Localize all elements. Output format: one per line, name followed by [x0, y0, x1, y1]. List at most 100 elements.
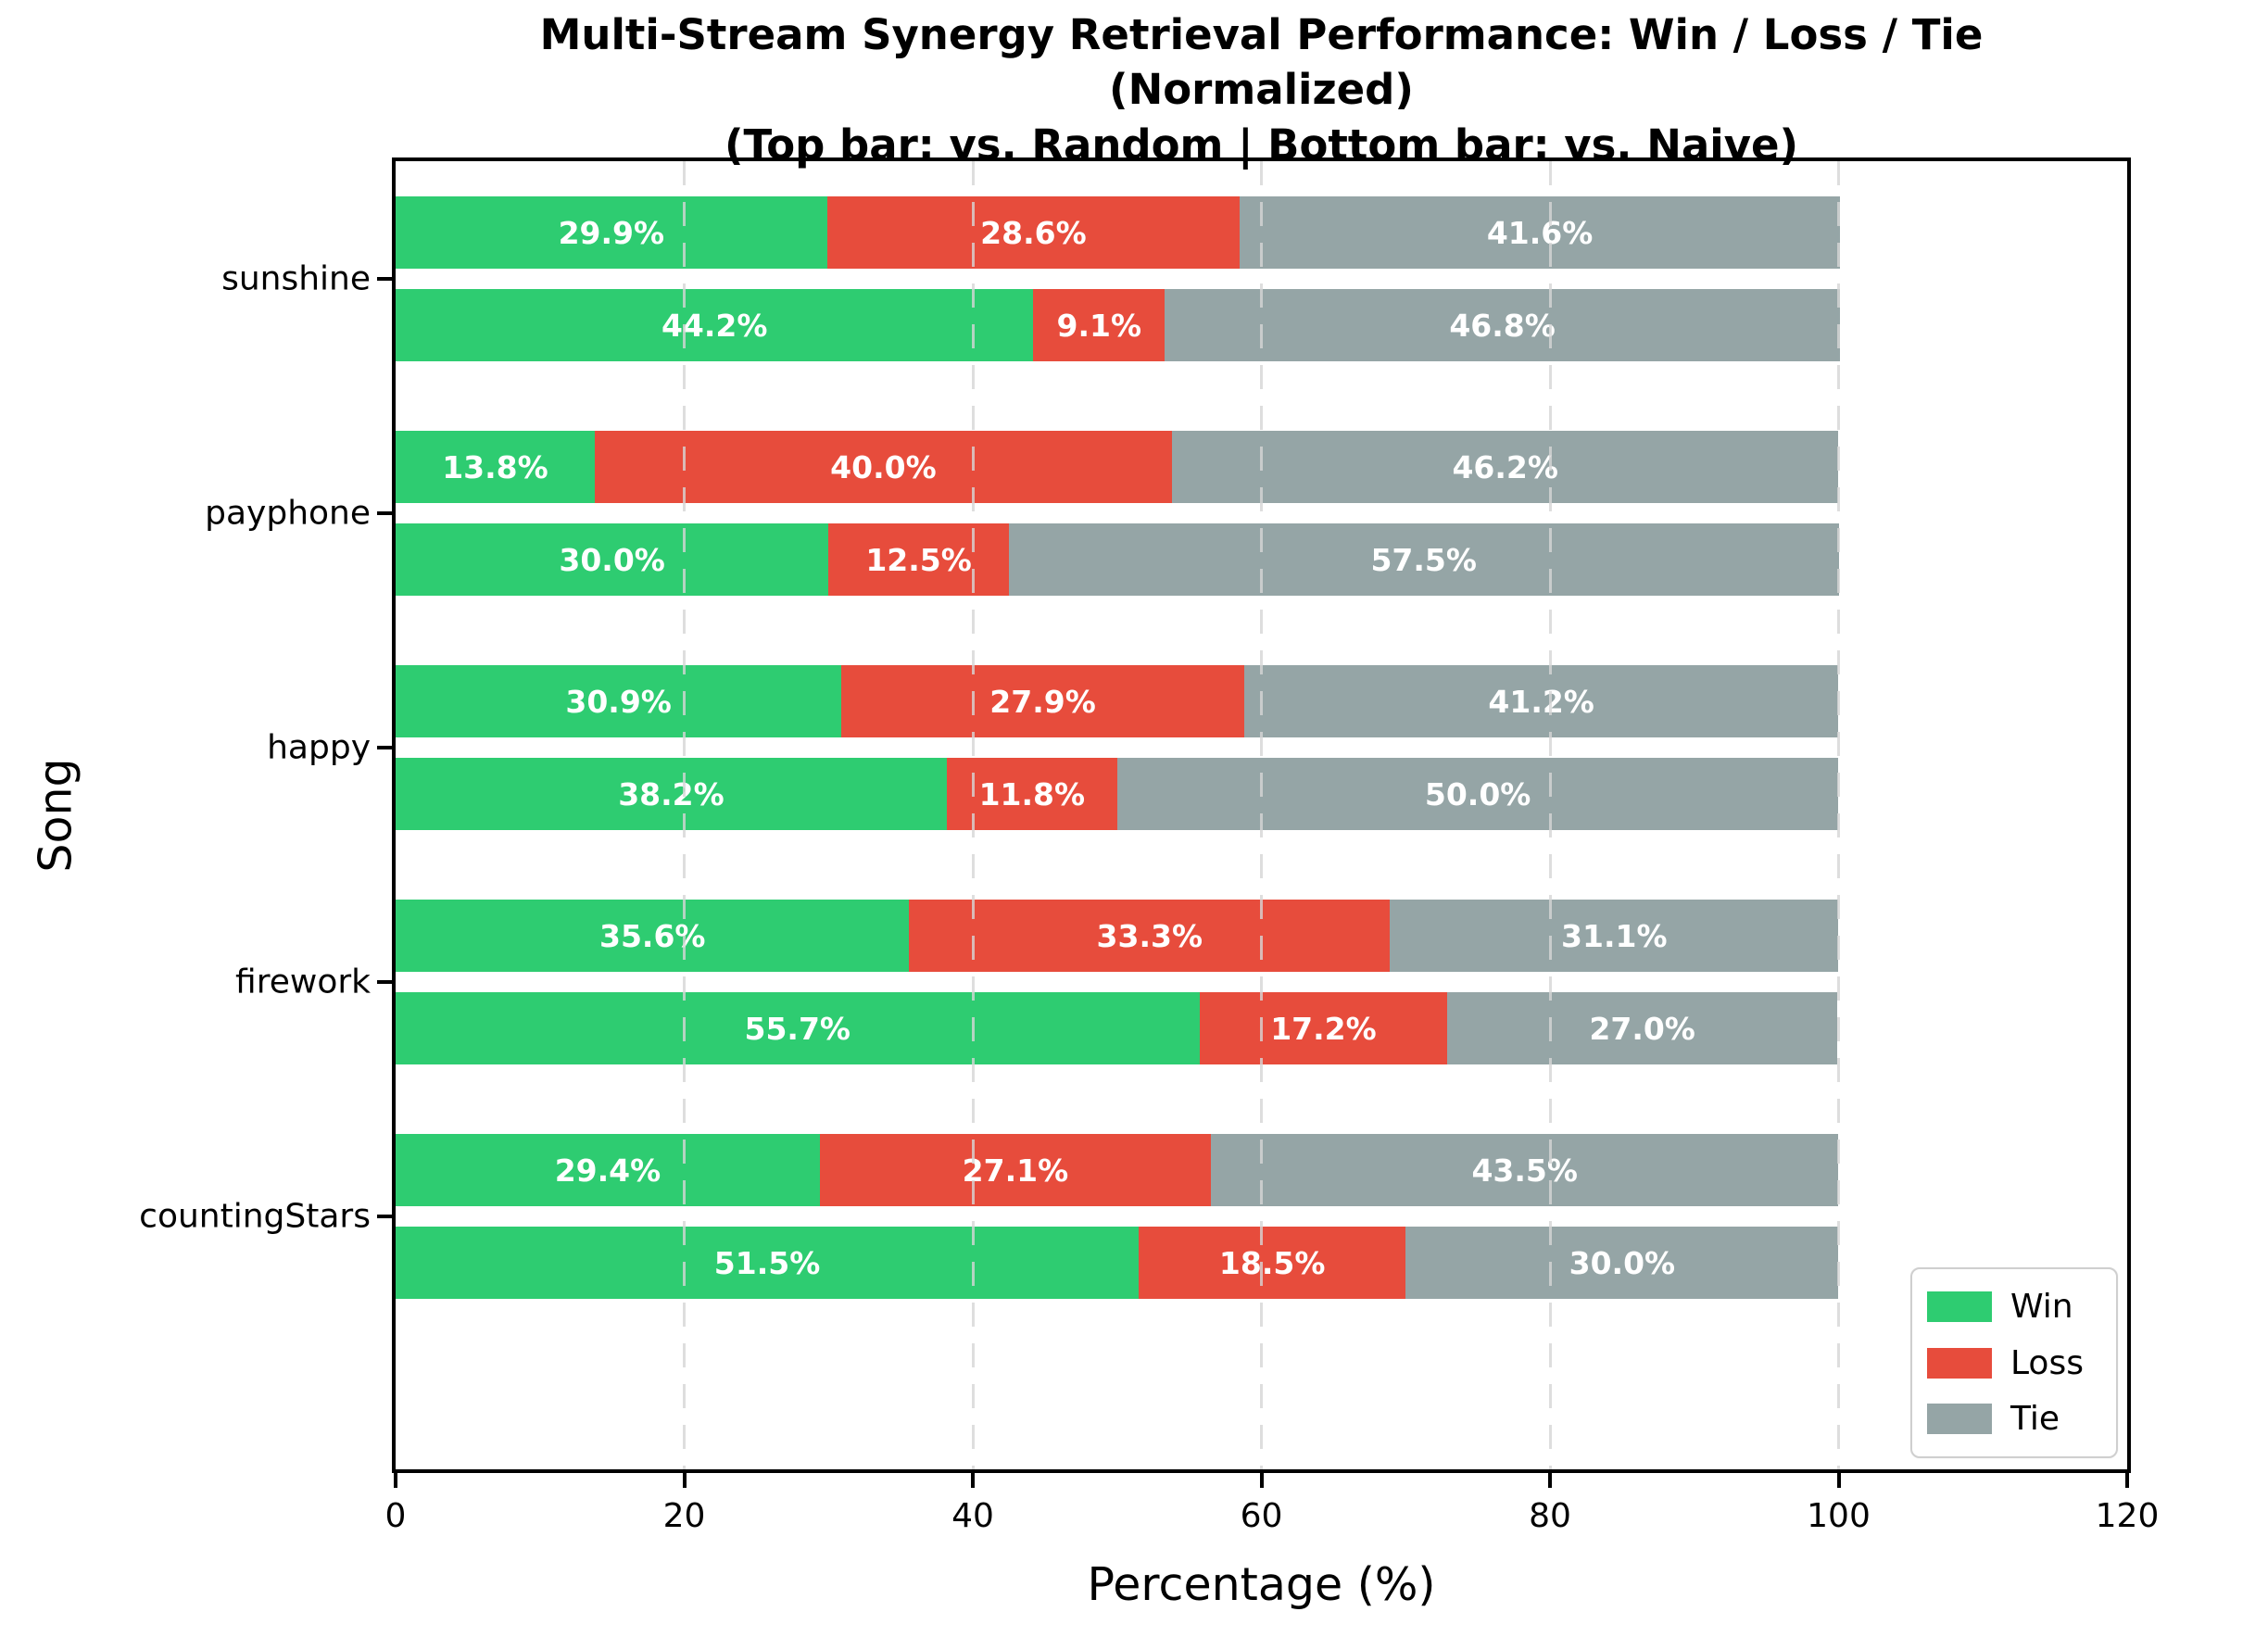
bar-segment-win: 51.5%	[396, 1227, 1140, 1299]
bar-segment-label: 11.8%	[978, 775, 1086, 812]
legend-row-loss: Loss	[1912, 1344, 2116, 1382]
bar-segment-win: 55.7%	[396, 992, 1200, 1064]
bar-segment-label: 28.6%	[980, 214, 1087, 251]
bar-segment-win: 30.9%	[396, 665, 842, 737]
category-label-payphone: payphone	[205, 494, 371, 533]
bar-segment-label: 41.6%	[1486, 214, 1594, 251]
bar-segment-label: 57.5%	[1370, 541, 1477, 578]
bar-segment-loss: 12.5%	[828, 523, 1009, 596]
bar-payphone-vs_random: 13.8% 40.0% 46.2%	[396, 431, 1839, 503]
bar-segment-tie: 41.2%	[1243, 665, 1839, 737]
x-axis-tick	[971, 1473, 975, 1488]
x-axis-tick	[2125, 1473, 2129, 1488]
gridline-20	[683, 161, 686, 1469]
category-label-happy: happy	[267, 728, 371, 767]
bar-segment-win: 35.6%	[396, 900, 910, 972]
x-tick-label-20: 20	[662, 1497, 706, 1535]
bar-segment-label: 38.2%	[618, 775, 724, 812]
bar-segment-label: 51.5%	[713, 1244, 821, 1281]
bar-segment-loss: 28.6%	[826, 196, 1241, 269]
x-axis-tick	[394, 1473, 397, 1488]
bar-segment-win: 30.0%	[396, 523, 829, 596]
category-label-countingStars: countingStars	[139, 1197, 371, 1236]
gridline-60	[1260, 161, 1263, 1469]
x-tick-label-80: 80	[1529, 1497, 1571, 1535]
gridline-100	[1837, 161, 1840, 1469]
bar-segment-win: 13.8%	[396, 431, 595, 503]
loss-color-swatch	[1927, 1347, 1992, 1379]
bar-segment-label: 12.5%	[865, 541, 972, 578]
bar-segment-label: 30.0%	[1569, 1244, 1676, 1281]
bar-segment-label: 46.8%	[1449, 307, 1556, 344]
bar-segment-label: 35.6%	[598, 917, 706, 954]
bar-segment-label: 55.7%	[744, 1010, 851, 1047]
x-tick-label-40: 40	[951, 1497, 994, 1535]
bar-segment-tie: 43.5%	[1210, 1134, 1839, 1206]
bar-segment-tie: 50.0%	[1116, 758, 1839, 830]
bar-segment-tie: 41.6%	[1240, 196, 1841, 269]
bar-segment-loss: 18.5%	[1139, 1227, 1406, 1299]
bar-segment-label: 40.0%	[830, 448, 937, 485]
bar-segment-label: 17.2%	[1270, 1010, 1377, 1047]
bar-segment-loss: 9.1%	[1033, 289, 1166, 361]
bar-segment-loss: 27.1%	[819, 1134, 1211, 1206]
x-tick-label-120: 120	[2095, 1497, 2160, 1535]
bar-countingStars-vs_random: 29.4% 27.1% 43.5%	[396, 1134, 1839, 1206]
legend-label-tie: Tie	[2010, 1400, 2060, 1439]
y-axis-label: Song	[29, 758, 82, 873]
category-label-firework: firework	[235, 963, 371, 1001]
bar-segment-label: 30.0%	[559, 541, 665, 578]
tie-color-swatch	[1927, 1404, 1992, 1435]
bar-segment-label: 18.5%	[1218, 1244, 1326, 1281]
bar-payphone-vs_naive: 30.0% 12.5% 57.5%	[396, 523, 1839, 596]
bar-segment-win: 29.4%	[396, 1134, 820, 1206]
category-label-sunshine: sunshine	[221, 259, 371, 298]
bar-segment-label: 33.3%	[1096, 917, 1203, 954]
bar-segment-label: 29.4%	[554, 1152, 662, 1189]
bar-segment-loss: 27.9%	[841, 665, 1244, 737]
bar-segment-label: 30.9%	[565, 683, 672, 720]
bar-segment-win: 44.2%	[396, 289, 1034, 361]
bar-segment-label: 41.2%	[1488, 683, 1594, 720]
y-axis-tick	[377, 746, 392, 749]
win-color-swatch	[1927, 1291, 1992, 1322]
bar-firework-vs_random: 35.6% 33.3% 31.1%	[396, 900, 1839, 972]
bar-segment-label: 46.2%	[1452, 448, 1558, 485]
bar-segment-label: 27.0%	[1589, 1010, 1695, 1047]
bar-countingStars-vs_naive: 51.5% 18.5% 30.0%	[396, 1227, 1839, 1299]
y-axis-tick	[377, 1215, 392, 1218]
bar-firework-vs_naive: 55.7% 17.2% 27.0%	[396, 992, 1837, 1064]
bar-segment-loss: 11.8%	[946, 758, 1117, 830]
bar-segment-loss: 40.0%	[594, 431, 1172, 503]
legend-row-win: Win	[1912, 1288, 2116, 1326]
bar-segment-label: 27.1%	[962, 1152, 1069, 1189]
y-axis-tick	[377, 980, 392, 984]
legend-label-win: Win	[2010, 1287, 2073, 1326]
bar-segment-loss: 17.2%	[1199, 992, 1448, 1064]
bar-happy-vs_naive: 38.2% 11.8% 50.0%	[396, 758, 1839, 830]
bar-segment-label: 31.1%	[1561, 917, 1668, 954]
legend-row-tie: Tie	[1912, 1400, 2116, 1438]
x-axis-tick	[1836, 1473, 1841, 1488]
gridline-80	[1548, 161, 1552, 1469]
bar-segment-tie: 27.0%	[1447, 992, 1837, 1064]
x-axis-tick	[1259, 1473, 1264, 1488]
gridline-40	[971, 161, 975, 1469]
bar-segment-label: 29.9%	[558, 214, 665, 251]
chart-title: Multi-Stream Synergy Retrieval Performan…	[539, 10, 1984, 115]
chart-title-block: Multi-Stream Synergy Retrieval Performan…	[392, 7, 2131, 172]
bar-segment-label: 13.8%	[442, 448, 548, 485]
bar-sunshine-vs_random: 29.9% 28.6% 41.6%	[396, 196, 1841, 269]
bar-segment-loss: 33.3%	[909, 900, 1391, 972]
bar-segment-win: 29.9%	[396, 196, 827, 269]
legend: Win Loss Tie	[1910, 1267, 2118, 1458]
bar-segment-label: 44.2%	[661, 307, 768, 344]
bar-segment-tie: 46.2%	[1171, 431, 1839, 503]
y-axis-tick	[377, 277, 392, 281]
x-tick-label-60: 60	[1240, 1497, 1283, 1535]
x-tick-label-0: 0	[384, 1497, 407, 1535]
bar-sunshine-vs_naive: 44.2% 9.1% 46.8%	[396, 289, 1841, 361]
bar-segment-label: 43.5%	[1471, 1152, 1578, 1189]
x-axis-tick	[682, 1473, 687, 1488]
